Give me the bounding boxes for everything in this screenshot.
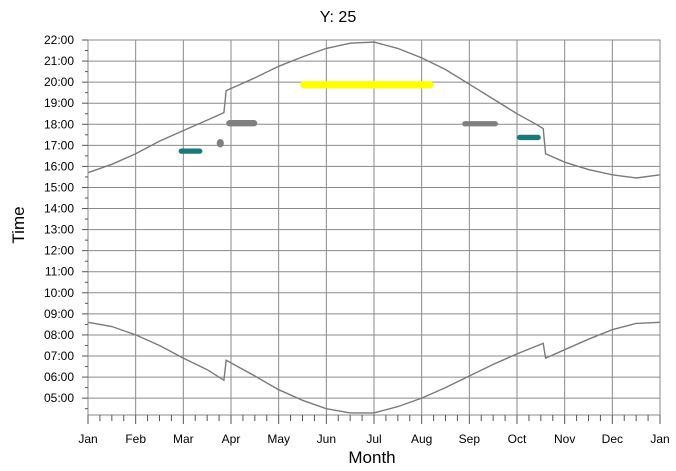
y-tick-label: 19:00 xyxy=(44,96,74,110)
y-tick-label: 18:00 xyxy=(44,117,74,131)
x-tick-label: Jan xyxy=(650,432,669,446)
x-tick-label: Jun xyxy=(317,432,336,446)
y-tick-label: 15:00 xyxy=(44,180,74,194)
y-tick-label: 16:00 xyxy=(44,159,74,173)
y-tick-label: 05:00 xyxy=(44,391,74,405)
y-tick-label: 07:00 xyxy=(44,349,74,363)
y-tick-label: 12:00 xyxy=(44,244,74,258)
y-tick-label: 11:00 xyxy=(45,265,74,279)
y-tick-label: 09:00 xyxy=(44,307,74,321)
data-blob xyxy=(300,81,434,89)
y-tick-label: 17:00 xyxy=(44,138,74,152)
x-tick-label: May xyxy=(267,432,290,446)
x-tick-label: Oct xyxy=(508,432,527,446)
data-blobs xyxy=(178,81,541,154)
x-tick-label: Feb xyxy=(125,432,146,446)
y-tick-label: 22:00 xyxy=(44,33,74,47)
data-blob xyxy=(517,134,541,141)
x-tick-label: Jan xyxy=(78,432,97,446)
y-tick-label: 14:00 xyxy=(44,202,74,216)
data-curves xyxy=(87,41,661,414)
upper-curve xyxy=(87,41,661,179)
y-tick-label: 21:00 xyxy=(44,54,74,68)
x-tick-label: Sep xyxy=(459,432,481,446)
y-axis-ticks: 05:00 06:00 07:00 08:00 09:00 10:00 11:00 12:00… xyxy=(44,33,88,410)
data-blob xyxy=(216,139,224,148)
y-tick-label: 10:00 xyxy=(44,286,74,300)
y-axis-title: Time xyxy=(9,206,28,243)
chart-title: Y: 25 xyxy=(320,9,357,26)
y-tick-label: 06:00 xyxy=(44,370,74,384)
x-tick-label: Nov xyxy=(554,432,575,446)
data-blob xyxy=(226,120,258,127)
y-tick-label: 13:00 xyxy=(44,223,74,237)
x-tick-label: Jul xyxy=(366,432,381,446)
y-tick-label: 08:00 xyxy=(44,328,74,342)
x-tick-label: Dec xyxy=(602,432,623,446)
lower-curve xyxy=(87,321,661,414)
data-blob xyxy=(462,121,498,127)
grid-lines xyxy=(88,40,660,415)
y-tick-label: 20:00 xyxy=(44,75,74,89)
data-blob xyxy=(178,148,203,154)
x-tick-label: Mar xyxy=(173,432,194,446)
x-tick-label: Apr xyxy=(222,432,241,446)
x-axis-ticks: Jan Feb Mar Apr May Jun Jul Aug Sep Oct Nov Dec Jan xyxy=(78,415,670,446)
x-axis-title: Month xyxy=(348,448,395,467)
x-tick-label: Aug xyxy=(411,432,432,446)
